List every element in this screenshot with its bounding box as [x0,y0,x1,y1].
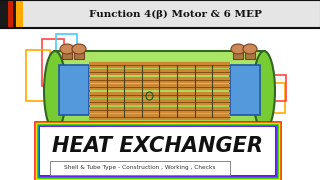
Bar [239,139,257,143]
Ellipse shape [44,51,66,131]
Bar [270,83,285,113]
Bar [243,123,253,141]
Ellipse shape [243,44,257,54]
Text: Shell & Tube Type - Construction , Working , Checks: Shell & Tube Type - Construction , Worki… [64,165,216,170]
Ellipse shape [253,51,275,131]
Bar [0,0,320,28]
Bar [72,123,82,141]
Ellipse shape [72,44,86,54]
FancyBboxPatch shape [52,52,267,98]
Bar [245,49,255,59]
FancyBboxPatch shape [51,51,268,131]
Bar [59,123,69,141]
Bar [39,126,276,176]
Bar [40,127,275,175]
Bar [68,139,86,143]
Bar [230,65,260,115]
Ellipse shape [231,44,245,54]
Bar [55,139,73,143]
Bar [226,139,244,143]
Bar [8,0,13,28]
Bar [253,79,270,116]
Bar [62,49,72,59]
Bar [74,49,84,59]
Bar [0,0,8,28]
Bar [50,161,230,175]
Bar [274,75,286,101]
Text: HEAT EXCHANGER: HEAT EXCHANGER [52,136,263,156]
Bar [16,0,23,28]
Bar [40,127,275,175]
Bar [38,125,277,177]
Bar [13,0,16,28]
Bar [56,34,77,78]
Bar [36,123,279,179]
Bar [42,39,64,86]
Bar [230,123,240,141]
Bar [26,50,50,101]
Bar [40,127,275,175]
Bar [0,28,320,180]
Bar [233,49,243,59]
Bar [59,65,89,115]
Bar [35,122,280,180]
Text: Function 4(β) Motor & 6 MEP: Function 4(β) Motor & 6 MEP [89,9,261,19]
Ellipse shape [60,44,74,54]
Bar [37,124,278,178]
Bar [69,52,83,83]
